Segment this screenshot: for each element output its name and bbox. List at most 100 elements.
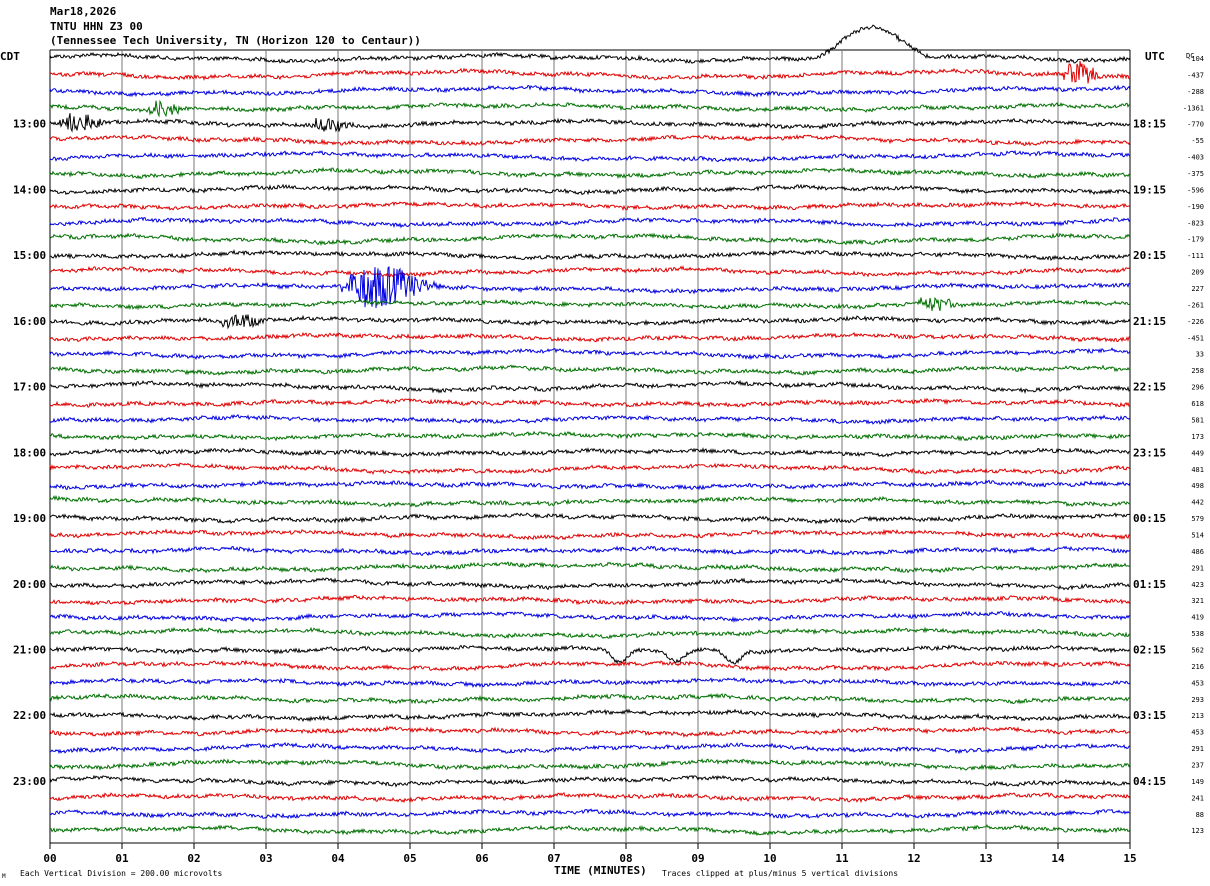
dc-offset-label: 291 (1191, 745, 1204, 753)
right-hour-label: 20:15 (1133, 249, 1166, 262)
dc-offset-label: 149 (1191, 778, 1204, 786)
trace-line-30 (49, 545, 1131, 557)
dc-offset-label: 296 (1191, 384, 1204, 392)
trace-line-6 (49, 149, 1131, 163)
right-timezone-label: UTC (1145, 50, 1165, 63)
x-tick-label: 05 (403, 852, 416, 865)
dc-offset-label: -288 (1187, 88, 1204, 96)
corner-mark: M (2, 873, 6, 880)
trace-line-44 (49, 774, 1131, 788)
right-hour-label: 23:15 (1133, 446, 1166, 459)
trace-line-45 (49, 791, 1131, 804)
right-hour-label: 22:15 (1133, 381, 1166, 394)
dc-offset-label: -375 (1187, 170, 1204, 178)
right-hour-label: 18:15 (1133, 118, 1166, 131)
trace-line-42 (49, 741, 1131, 755)
dc-offset-label: 213 (1191, 712, 1204, 720)
dc-offset-label: -111 (1187, 252, 1204, 260)
dc-offset-label: -437 (1187, 71, 1204, 79)
x-tick-label: 12 (907, 852, 920, 865)
trace-line-9 (49, 200, 1131, 211)
dc-offset-label: -190 (1187, 203, 1204, 211)
trace-line-37 (49, 659, 1131, 672)
left-timezone-label: CDT (0, 50, 20, 63)
left-hour-label: 17:00 (13, 381, 46, 394)
trace-line-39 (49, 692, 1131, 705)
dc-offset-label: -823 (1187, 219, 1204, 227)
dc-label: DC (1186, 52, 1194, 60)
dc-offset-label: 449 (1191, 449, 1204, 457)
dc-offset-label: 562 (1191, 646, 1204, 654)
dc-offset-label: 442 (1191, 499, 1204, 507)
trace-line-26 (49, 479, 1131, 491)
trace-line-31 (49, 561, 1131, 574)
trace-line-17 (49, 331, 1131, 343)
left-hour-label: 14:00 (13, 183, 46, 196)
x-tick-label: 06 (475, 852, 489, 865)
x-tick-label: 14 (1051, 852, 1065, 865)
right-hour-label: 03:15 (1133, 709, 1166, 722)
dc-offset-label: 227 (1191, 285, 1204, 293)
trace-line-28 (49, 512, 1131, 525)
right-hour-label: 00:15 (1133, 512, 1166, 525)
trace-line-38 (49, 677, 1131, 688)
trace-line-29 (49, 528, 1131, 541)
dc-offset-label: -770 (1187, 121, 1204, 129)
trace-line-19 (49, 364, 1131, 376)
scale-note: Each Vertical Division = 200.00 microvol… (20, 869, 222, 878)
left-hour-label: 23:00 (13, 775, 46, 788)
dc-offset-label: -104 (1187, 55, 1204, 63)
dc-offset-label: -55 (1191, 137, 1204, 145)
trace-line-32 (49, 577, 1131, 591)
dc-offset-label: 581 (1191, 416, 1204, 424)
dc-offset-label: 173 (1191, 433, 1204, 441)
trace-line-27 (49, 495, 1131, 508)
x-axis-title: TIME (MINUTES) (554, 864, 647, 877)
x-tick-label: 10 (763, 852, 776, 865)
dc-offset-label: 481 (1191, 466, 1204, 474)
dc-offset-label: 293 (1191, 696, 1204, 704)
left-hour-label: 13:00 (13, 118, 46, 131)
dc-offset-label: -451 (1187, 334, 1204, 342)
dc-offset-label: 514 (1191, 531, 1204, 539)
dc-offset-label: 419 (1191, 614, 1204, 622)
left-hour-label: 20:00 (13, 578, 46, 591)
x-tick-label: 15 (1123, 852, 1136, 865)
dc-offset-label: 33 (1196, 351, 1204, 359)
trace-line-8 (49, 183, 1131, 196)
dc-offset-label: 453 (1191, 679, 1204, 687)
trace-line-22 (49, 414, 1131, 425)
dc-offset-label: -261 (1187, 301, 1204, 309)
dc-offset-label: -596 (1187, 186, 1204, 194)
x-tick-label: 02 (187, 852, 200, 865)
dc-offset-label: 453 (1191, 729, 1204, 737)
left-hour-label: 16:00 (13, 315, 46, 328)
trace-line-3 (49, 99, 1131, 118)
dc-offset-label: 123 (1191, 827, 1204, 835)
dc-offset-label: 209 (1191, 269, 1204, 277)
trace-line-23 (49, 430, 1131, 442)
axis-labels: CDT UTC DC TIME (MINUTES) Each Vertical … (0, 50, 1204, 880)
left-hour-label: 21:00 (13, 643, 46, 656)
x-tick-label: 04 (331, 852, 345, 865)
dc-offset-label: 423 (1191, 581, 1204, 589)
right-hour-label: 02:15 (1133, 643, 1166, 656)
dc-offset-label: 237 (1191, 761, 1204, 769)
x-tick-label: 07 (547, 852, 560, 865)
trace-line-35 (49, 626, 1131, 640)
x-tick-label: 11 (835, 852, 849, 865)
trace-line-7 (49, 166, 1131, 180)
trace-line-0 (49, 24, 1131, 64)
trace-line-43 (49, 758, 1131, 771)
trace-line-10 (49, 216, 1131, 229)
trace-line-41 (49, 725, 1131, 738)
time-grid (49, 49, 1131, 849)
trace-line-15 (49, 296, 1131, 311)
left-hour-label: 15:00 (13, 249, 46, 262)
trace-line-46 (49, 808, 1131, 820)
trace-line-36 (49, 644, 1131, 665)
dc-offset-label: 88 (1196, 811, 1204, 819)
x-tick-label: 13 (979, 852, 992, 865)
trace-line-18 (49, 347, 1131, 361)
trace-line-21 (49, 397, 1131, 408)
